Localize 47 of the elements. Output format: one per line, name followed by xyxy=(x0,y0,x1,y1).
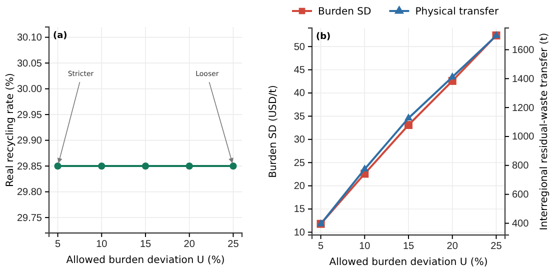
x-tick-label: 20 xyxy=(446,241,458,252)
y2-tick-label: 1600 xyxy=(512,44,535,56)
y2-tick-label: 1000 xyxy=(512,132,535,143)
y-tick-label: 30.10 xyxy=(16,32,42,44)
x-tick-label: 10 xyxy=(359,241,371,252)
point xyxy=(448,72,456,80)
y-tick-label: 29.85 xyxy=(16,161,42,172)
x-tick-label: 5 xyxy=(318,241,324,252)
x-tick-label: 15 xyxy=(402,241,414,252)
y-tick-label: 29.75 xyxy=(16,212,42,224)
y-tick-label: 50 xyxy=(294,42,306,53)
y-tick-label: 10 xyxy=(294,227,306,238)
y-tick-label: 20 xyxy=(294,181,306,192)
y-tick-label: 15 xyxy=(294,204,306,216)
y2-tick-label: 400 xyxy=(512,218,530,230)
y-tick-label: 45 xyxy=(294,64,306,76)
legend-label: Physical transfer xyxy=(415,6,500,18)
y-axis-title: Real recycling rate (%) xyxy=(5,72,16,187)
chart-title: (a) xyxy=(53,31,68,41)
x-tick-label: 5 xyxy=(54,239,61,250)
y-tick-label: 30.05 xyxy=(16,58,42,70)
y2-axis-title: Interregional residual-waste transfer (t) xyxy=(539,32,550,230)
legend-label: Burden SD xyxy=(318,6,372,18)
y2-tick-label: 800 xyxy=(512,160,530,172)
y-tick-label: 40 xyxy=(294,88,306,100)
y-tick-label: 35 xyxy=(294,111,306,122)
x-axis-title: Allowed burden deviation U (%) xyxy=(66,255,225,266)
y2-tick-label: 600 xyxy=(512,190,530,201)
y-tick-label: 29.95 xyxy=(16,110,42,121)
chart-title: (b) xyxy=(316,32,331,42)
x-tick-label: 25 xyxy=(490,241,502,252)
x-tick-label: 25 xyxy=(228,239,240,250)
point xyxy=(404,121,412,129)
y-tick-label: 30.00 xyxy=(16,84,42,95)
y-tick-label: 29.80 xyxy=(16,187,42,198)
point xyxy=(360,164,369,172)
x-tick-label: 10 xyxy=(96,239,108,250)
y2-tick-label: 1400 xyxy=(512,74,535,85)
x-tick-label: 20 xyxy=(184,239,196,250)
y-tick-label: 25 xyxy=(294,158,306,169)
point xyxy=(404,113,413,120)
y-tick-label: 30 xyxy=(294,134,306,146)
x-axis-title: Allowed burden deviation U (%) xyxy=(329,257,488,267)
y-axis-title: Burden SD (USD/t) xyxy=(268,84,279,178)
x-tick-label: 15 xyxy=(140,239,152,250)
y2-tick-label: 1200 xyxy=(512,102,535,114)
y-tick-label: 29.90 xyxy=(16,136,42,146)
